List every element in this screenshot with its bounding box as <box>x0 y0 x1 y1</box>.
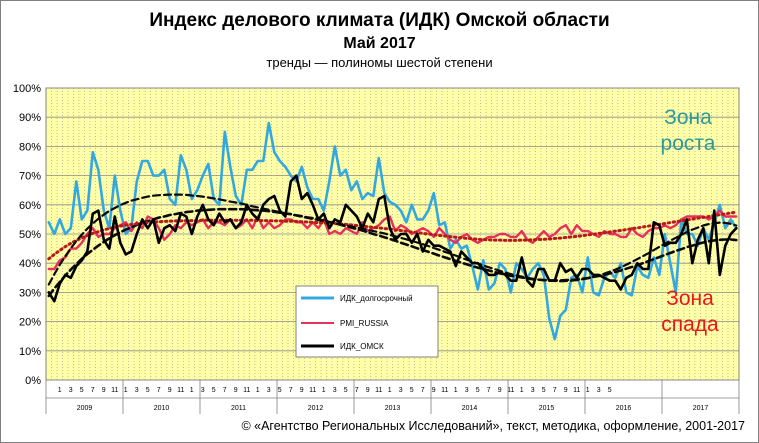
x-tick-label: 11 <box>309 387 316 394</box>
zone-up-label: Зона роста <box>661 106 716 155</box>
legend-label-idk-omsk: ИДК_ОМСК <box>340 342 384 351</box>
copyright-footer: © «Агентство Региональных Исследований»,… <box>241 419 745 433</box>
x-tick-label: 7 <box>553 387 557 394</box>
x-tick-label: 1 <box>124 387 128 394</box>
zone-down-label: Зона спада <box>661 287 719 336</box>
x-tick-label: 1 <box>388 387 392 394</box>
x-tick-label: 1 <box>256 387 260 394</box>
x-tick-label: 5 <box>212 387 216 394</box>
x-tick-label: 3 <box>597 387 601 394</box>
y-tick-label: 90% <box>19 112 41 124</box>
x-tick-label: 7 <box>355 387 359 394</box>
chart-note: тренды — полиномы шестой степени <box>266 55 493 70</box>
axes: 0%10%20%30%40%50%60%70%80%90%100%1 3 5 7 9 11… <box>13 83 740 414</box>
x-tick-label: 7 <box>223 387 227 394</box>
x-tick-label: 11 <box>177 387 184 394</box>
x-tick-label: 5 <box>410 387 414 394</box>
x-tick-label: 3 <box>267 387 271 394</box>
x-tick-label: 7 <box>421 387 425 394</box>
x-tick-label: 3 <box>201 387 205 394</box>
x-tick-label: 3 <box>399 387 403 394</box>
zone-up-line-2: роста <box>661 132 716 155</box>
x-tick-label: 1 <box>58 387 62 394</box>
x-tick-label: 9 <box>168 387 172 394</box>
x-tick-label: 9 <box>234 387 238 394</box>
x-tick-label: 11 <box>573 387 580 394</box>
x-tick-label: 1 <box>322 387 326 394</box>
x-tick-label: 5 <box>476 387 480 394</box>
x-tick-label: 11 <box>507 387 514 394</box>
year-label: 2010 <box>154 405 170 412</box>
x-tick-label: 11 <box>243 387 250 394</box>
legend-label-pmi: PMI_RUSSIA <box>340 319 389 328</box>
year-label: 2014 <box>462 405 478 412</box>
y-tick-label: 20% <box>19 317 41 329</box>
legend: ИДК_долгосрочный PMI_RUSSIA ИДК_ОМСК <box>295 285 439 358</box>
y-tick-label: 70% <box>19 171 41 183</box>
pmi-trend-line <box>47 210 738 261</box>
chart-title: Индекс делового климата (ИДК) Омской обл… <box>149 10 610 31</box>
x-tick-label: 9 <box>300 387 304 394</box>
y-tick-label: 50% <box>19 229 41 241</box>
x-tick-label: 9 <box>366 387 370 394</box>
x-tick-label: 11 <box>441 387 448 394</box>
x-tick-label: 11 <box>111 387 118 394</box>
x-tick-label: 5 <box>146 387 150 394</box>
x-tick-label: 5 <box>80 387 84 394</box>
year-label: 2011 <box>231 405 246 412</box>
x-tick-label: 1 <box>586 387 590 394</box>
x-tick-label: 5 <box>542 387 546 394</box>
x-tick-label: 3 <box>333 387 337 394</box>
zone-up-line-1: Зона <box>664 106 712 129</box>
y-tick-label: 0% <box>25 375 41 387</box>
pmi-line <box>47 209 738 271</box>
x-tick-label: 7 <box>91 387 95 394</box>
x-tick-label: 7 <box>487 387 491 394</box>
x-tick-label: 9 <box>498 387 502 394</box>
x-tick-label: 1 <box>190 387 194 394</box>
y-tick-label: 80% <box>19 141 41 153</box>
x-tick-label: 5 <box>608 387 612 394</box>
x-tick-label: 3 <box>69 387 73 394</box>
idk-omsk-trend-line <box>47 207 738 298</box>
year-label: 2016 <box>616 405 632 412</box>
y-tick-label: 40% <box>19 258 41 270</box>
zone-down-line-2: спада <box>661 313 719 336</box>
x-tick-label: 7 <box>157 387 161 394</box>
series-lines <box>47 121 738 341</box>
zone-down-line-1: Зона <box>666 287 714 310</box>
x-tick-label: 3 <box>531 387 535 394</box>
x-tick-label: 11 <box>375 387 382 394</box>
year-label: 2012 <box>308 405 324 412</box>
year-label: 2013 <box>385 405 401 412</box>
x-tick-label: 1 <box>520 387 524 394</box>
chart-subtitle: Май 2017 <box>343 35 416 52</box>
x-tick-label: 3 <box>465 387 469 394</box>
x-tick-label: 9 <box>432 387 436 394</box>
y-tick-label: 60% <box>19 200 41 212</box>
x-tick-label: 3 <box>135 387 139 394</box>
y-tick-label: 100% <box>13 83 41 95</box>
x-tick-label: 5 <box>278 387 282 394</box>
x-tick-label: 5 <box>344 387 348 394</box>
year-label: 2017 <box>693 405 709 412</box>
y-tick-label: 30% <box>19 287 41 299</box>
x-tick-label: 9 <box>564 387 568 394</box>
year-label: 2015 <box>539 405 555 412</box>
x-tick-label: 1 <box>454 387 458 394</box>
idk-omsk-line <box>47 174 738 303</box>
legend-label-idk-long: ИДК_долгосрочный <box>340 294 413 303</box>
year-label: 2009 <box>77 405 93 412</box>
y-tick-label: 10% <box>19 346 41 358</box>
idk-long-line <box>47 121 738 341</box>
x-tick-label: 9 <box>102 387 106 394</box>
x-tick-label: 7 <box>289 387 293 394</box>
